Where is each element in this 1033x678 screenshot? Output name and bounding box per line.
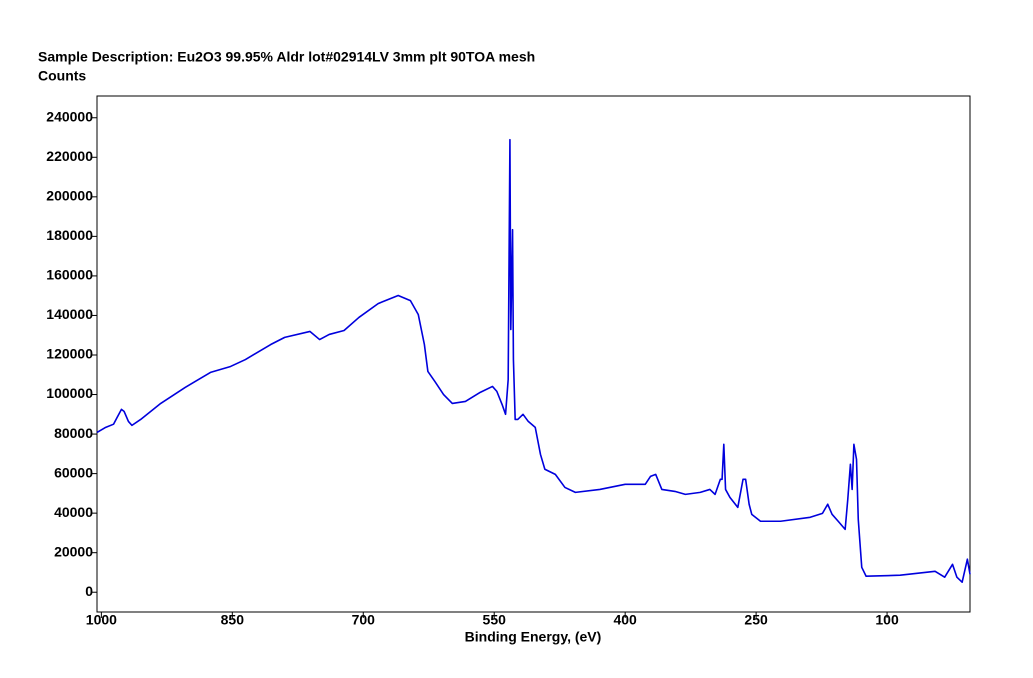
spectrum-line bbox=[96, 138, 971, 583]
y-tick-label: 100000 bbox=[46, 385, 93, 401]
x-tick-label: 850 bbox=[221, 612, 245, 628]
x-tick-label: 550 bbox=[483, 612, 507, 628]
y-tick-label: 60000 bbox=[54, 464, 93, 480]
x-tick-label: 400 bbox=[613, 612, 637, 628]
x-tick-label: 700 bbox=[352, 612, 376, 628]
y-tick-label: 0 bbox=[85, 583, 93, 599]
x-tick-label: 1000 bbox=[86, 612, 117, 628]
y-tick-label: 40000 bbox=[54, 504, 93, 520]
y-tick-label: 140000 bbox=[46, 306, 93, 322]
y-tick-label: 120000 bbox=[46, 346, 93, 362]
chart-title: Sample Description: Eu2O3 99.95% Aldr lo… bbox=[38, 49, 535, 65]
y-tick-label: 160000 bbox=[46, 267, 93, 283]
plot-frame bbox=[96, 95, 971, 613]
x-tick-label: 100 bbox=[875, 612, 899, 628]
y-tick-label: 200000 bbox=[46, 188, 93, 204]
x-tick-label: 250 bbox=[744, 612, 768, 628]
y-tick-label: 220000 bbox=[46, 148, 93, 164]
y-tick-label: 20000 bbox=[54, 543, 93, 559]
x-axis-label: Binding Energy, (eV) bbox=[465, 629, 602, 645]
y-axis-label: Counts bbox=[38, 68, 86, 84]
y-tick-label: 180000 bbox=[46, 227, 93, 243]
y-tick-label: 80000 bbox=[54, 425, 93, 441]
y-tick-label: 240000 bbox=[46, 108, 93, 124]
